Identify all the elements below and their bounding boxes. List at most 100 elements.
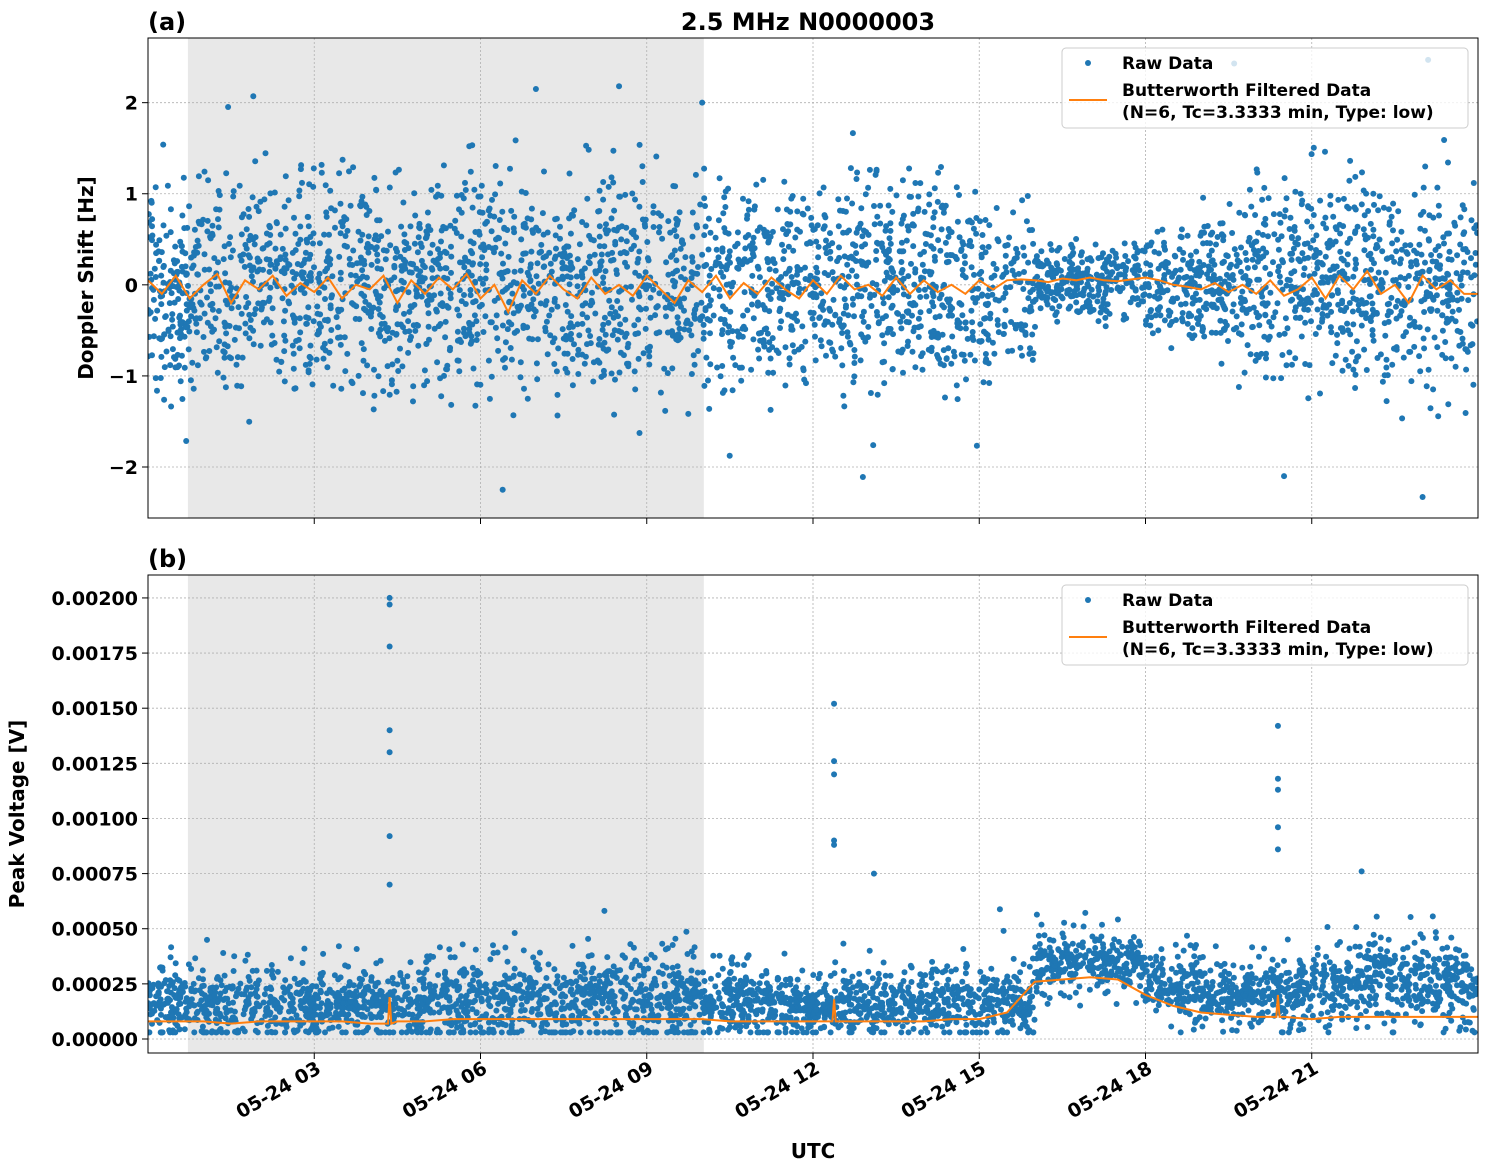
raw-data-point: [701, 232, 708, 239]
raw-data-point: [425, 310, 432, 317]
raw-data-point: [1300, 286, 1306, 293]
raw-data-point: [1459, 335, 1466, 342]
raw-data-point: [646, 361, 653, 368]
raw-data-point: [722, 306, 729, 313]
raw-data-point: [469, 204, 476, 211]
raw-data-point: [372, 246, 379, 253]
raw-data-point: [342, 962, 349, 969]
raw-data-point: [1172, 267, 1179, 274]
raw-data-point: [1165, 307, 1172, 314]
raw-data-point: [850, 379, 857, 386]
raw-data-point: [148, 1004, 153, 1011]
raw-data-point: [226, 354, 233, 361]
raw-data-point: [281, 270, 288, 277]
raw-data-point: [871, 203, 877, 209]
raw-data-point: [1184, 291, 1190, 298]
raw-data-point: [304, 239, 311, 246]
raw-data-point: [617, 321, 624, 328]
raw-data-point: [1381, 1020, 1388, 1027]
raw-data-point: [669, 365, 676, 372]
raw-data-point: [158, 272, 165, 279]
raw-data-point: [1350, 273, 1357, 280]
raw-data-point: [1358, 201, 1365, 208]
raw-data-point: [559, 1029, 566, 1036]
raw-data-outlier: [1419, 494, 1426, 501]
raw-data-point: [832, 988, 839, 995]
raw-data-point: [307, 342, 314, 349]
raw-data-point: [587, 340, 594, 347]
raw-data-point: [1047, 241, 1054, 248]
raw-data-point: [579, 311, 586, 318]
raw-data-point: [652, 312, 659, 319]
raw-data-point: [885, 1014, 892, 1021]
raw-data-point: [374, 217, 381, 224]
raw-data-point: [1352, 228, 1359, 235]
raw-data-point: [448, 253, 455, 260]
raw-data-point: [410, 383, 417, 390]
raw-data-point: [797, 228, 803, 235]
raw-data-point: [1414, 270, 1421, 277]
raw-data-point: [994, 317, 1001, 324]
raw-data-point: [468, 338, 475, 345]
raw-data-point: [1430, 386, 1437, 393]
raw-data-point: [1187, 252, 1194, 259]
raw-data-point: [324, 317, 331, 324]
raw-data-point: [406, 308, 413, 315]
raw-data-point: [705, 215, 712, 222]
raw-data-point: [646, 353, 653, 360]
raw-data-point: [989, 339, 996, 346]
raw-data-point: [1369, 332, 1376, 339]
raw-data-point: [827, 255, 834, 262]
raw-data-point: [1178, 301, 1184, 308]
raw-data-point: [1362, 236, 1369, 243]
raw-data-point: [682, 276, 689, 283]
raw-data-point: [1435, 202, 1442, 209]
raw-data-point: [744, 307, 751, 314]
raw-data-point: [1073, 283, 1080, 290]
raw-data-point: [1363, 367, 1370, 373]
raw-data-point: [1390, 227, 1396, 234]
raw-data-point: [620, 352, 627, 359]
raw-data-point: [1048, 948, 1055, 955]
raw-data-point: [1230, 276, 1237, 283]
raw-data-point: [1218, 360, 1225, 367]
raw-data-point: [435, 191, 441, 198]
raw-data-point: [353, 303, 360, 310]
raw-data-point: [1136, 267, 1143, 274]
raw-data-point: [865, 323, 872, 330]
raw-data-point: [634, 259, 641, 266]
raw-data-point: [569, 942, 576, 949]
raw-data-point: [440, 162, 447, 169]
raw-data-point: [1334, 331, 1340, 338]
raw-data-point: [1073, 947, 1080, 954]
raw-data-point: [1198, 229, 1205, 236]
raw-data-point: [567, 266, 574, 273]
raw-data-point: [1422, 259, 1428, 266]
raw-data-point: [726, 281, 733, 288]
raw-data-point: [1408, 263, 1415, 270]
raw-data-point: [476, 209, 483, 216]
raw-data-point: [467, 287, 474, 293]
raw-data-point: [909, 222, 916, 229]
raw-data-point: [397, 253, 404, 260]
raw-data-point: [1259, 300, 1266, 307]
raw-data-point: [347, 202, 354, 209]
raw-data-point: [1457, 241, 1464, 248]
raw-data-point: [179, 290, 186, 297]
raw-data-point: [479, 254, 486, 261]
raw-data-point: [1044, 1000, 1051, 1007]
raw-data-point: [274, 260, 280, 267]
raw-data-point: [201, 251, 208, 258]
raw-data-point: [310, 240, 316, 247]
raw-data-point: [760, 337, 767, 344]
raw-data-point: [798, 343, 805, 350]
raw-data-point: [1253, 166, 1260, 173]
raw-data-point: [885, 202, 892, 209]
raw-data-point: [585, 259, 592, 266]
raw-data-point: [1472, 261, 1478, 268]
raw-data-point: [875, 319, 882, 326]
raw-data-point: [1141, 291, 1148, 298]
raw-data-point: [754, 227, 761, 234]
raw-data-point: [1058, 293, 1065, 300]
raw-data-point: [987, 315, 994, 322]
